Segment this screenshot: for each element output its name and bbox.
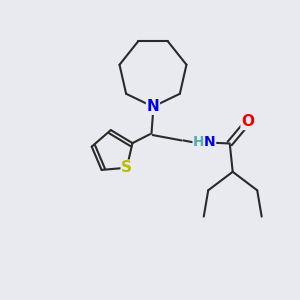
Text: H: H (193, 135, 205, 149)
Text: N: N (147, 99, 159, 114)
Text: N: N (204, 135, 215, 149)
Text: O: O (241, 114, 254, 129)
Text: S: S (121, 160, 132, 175)
